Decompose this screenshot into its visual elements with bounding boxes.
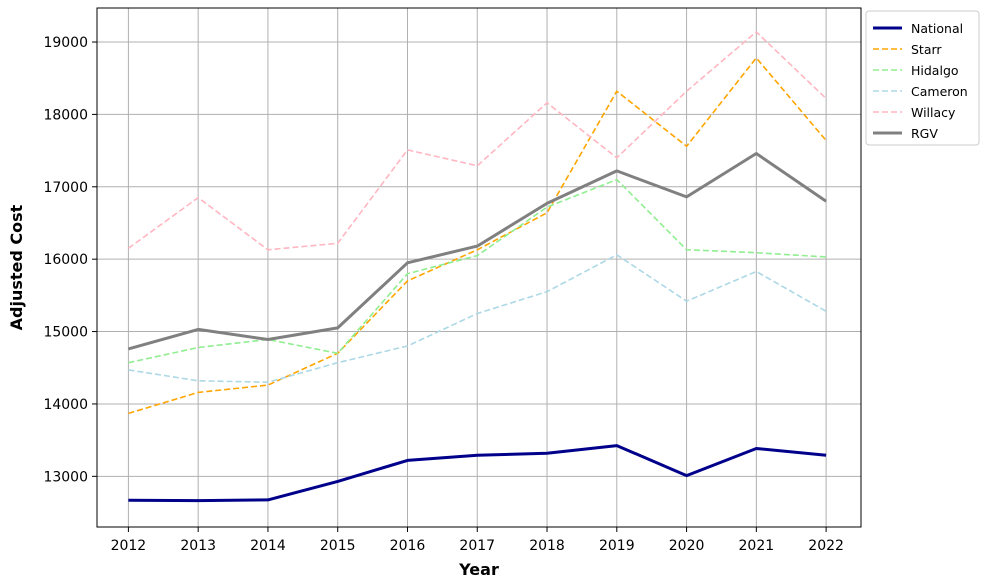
series-line-willacy bbox=[127, 31, 827, 251]
series-line-hidalgo bbox=[128, 178, 827, 364]
grid bbox=[97, 8, 861, 527]
legend-label-rgv: RGV bbox=[911, 126, 938, 141]
x-tick-label: 2022 bbox=[808, 538, 844, 554]
x-tick-label: 2018 bbox=[529, 538, 565, 554]
x-axis-ticks: 2012 2013 2014 2015 2016 2017 2018 2019 2020 2021… bbox=[111, 527, 844, 554]
y-tick-label: 19000 bbox=[43, 35, 88, 51]
x-tick-label: 2012 bbox=[111, 538, 147, 554]
y-tick-label: 14000 bbox=[43, 397, 88, 413]
y-axis-label: Adjusted Cost bbox=[7, 204, 26, 330]
x-tick-label: 2013 bbox=[180, 538, 216, 554]
legend-label-starr: Starr bbox=[911, 42, 942, 57]
x-tick-label: 2021 bbox=[739, 538, 775, 554]
legend-label-cameron: Cameron bbox=[911, 84, 968, 99]
series-line-national bbox=[128, 444, 827, 503]
y-tick-label: 18000 bbox=[43, 107, 88, 123]
y-tick-label: 16000 bbox=[43, 252, 88, 268]
plot-frame bbox=[96, 7, 862, 528]
x-axis-label: Year bbox=[458, 560, 499, 579]
y-tick-label: 15000 bbox=[43, 325, 88, 341]
legend-label-national: National bbox=[911, 21, 963, 36]
series-line-cameron bbox=[128, 254, 827, 384]
legend-label-willacy: Willacy bbox=[911, 105, 956, 120]
x-tick-label: 2014 bbox=[250, 538, 286, 554]
x-tick-label: 2015 bbox=[320, 538, 356, 554]
legend: National Starr Hidalgo Cameron Willacy RGV bbox=[865, 10, 980, 146]
x-tick-label: 2016 bbox=[390, 538, 426, 554]
x-tick-label: 2017 bbox=[459, 538, 495, 554]
y-tick-label: 17000 bbox=[43, 180, 88, 196]
legend-label-hidalgo: Hidalgo bbox=[911, 63, 959, 78]
x-tick-label: 2020 bbox=[669, 538, 705, 554]
series-line-starr bbox=[128, 57, 827, 415]
x-tick-label: 2019 bbox=[599, 538, 635, 554]
y-axis-ticks: 13000 14000 15000 16000 17000 18000 19000 bbox=[43, 35, 97, 485]
series-lines bbox=[127, 31, 827, 503]
y-tick-label: 13000 bbox=[43, 469, 88, 485]
series-line-rgv bbox=[127, 152, 827, 351]
